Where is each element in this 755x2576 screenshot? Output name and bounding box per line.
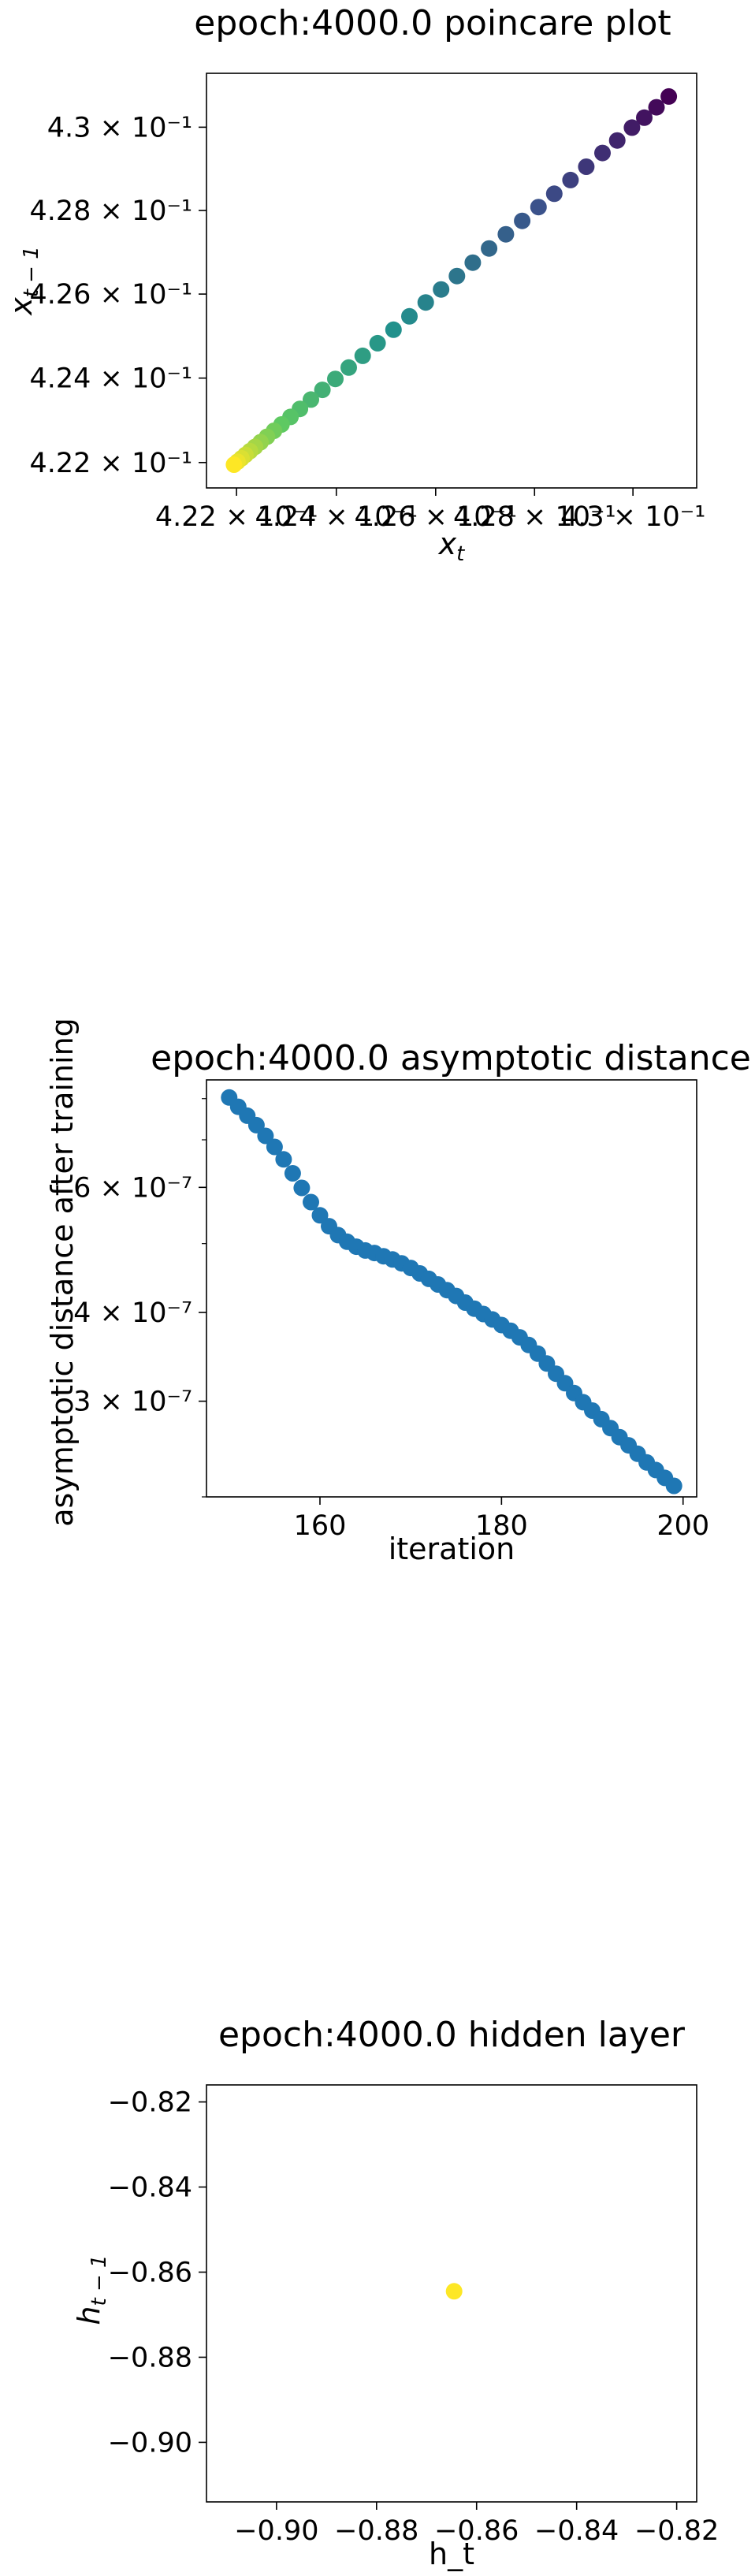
asymptotic-data-point [311, 1207, 329, 1224]
poincare-data-point [514, 212, 531, 229]
asymptotic-data-point [293, 1179, 311, 1197]
poincare-xtick-label: 4.22 × 10⁻¹ [155, 501, 318, 533]
asymptotic-xtick-label: 200 [656, 1510, 709, 1542]
poincare-data-point [369, 334, 386, 352]
poincare-data-point [497, 225, 515, 243]
poincare-data-point [448, 267, 466, 285]
asymptotic-ytick-label: 6 × 10⁻⁷ [73, 1172, 192, 1204]
hidden-layer-panel: epoch:4000.0 hidden layer −0.90 −0.88 −0.8… [72, 2015, 719, 2571]
poincare-ytick-label: 4.22 × 10⁻¹ [29, 448, 192, 479]
hidden-xtick-label: −0.90 [234, 2515, 318, 2547]
asymptotic-data-point [266, 1138, 283, 1156]
hidden-layer-axes-frame [206, 2084, 697, 2503]
poincare-data-point [481, 240, 498, 257]
hidden-data-point [445, 2283, 463, 2300]
poincare-data-point [385, 321, 402, 338]
asymptotic-distance-title: epoch:4000.0 asymptotic distance [151, 1038, 751, 1078]
asymptotic-ytick-label: 3 × 10⁻⁷ [73, 1387, 192, 1418]
poincare-ytick-label: 4.24 × 10⁻¹ [29, 363, 192, 395]
poincare-plot-panel: epoch:4000.0 poincare plot 4.22 × 10⁻¹4.… [4, 3, 705, 566]
poincare-data-point [545, 185, 563, 203]
poincare-data-point [578, 158, 595, 175]
poincare-data-point [464, 254, 482, 271]
asymptotic-distance-panel: epoch:4000.0 asymptotic distance 160 180 2… [45, 1018, 751, 1566]
poincare-data-point [648, 99, 665, 116]
asymptotic-ytick-label: 4 × 10⁻⁷ [73, 1297, 192, 1329]
hidden-layer-ylabel: ht − 1 [72, 2254, 111, 2325]
poincare-data-point [594, 144, 611, 162]
asymptotic-data-point [275, 1151, 292, 1168]
asymptotic-xtick-label: 180 [475, 1510, 528, 1542]
asymptotic-data-point [665, 1477, 682, 1495]
poincare-data-point [562, 171, 579, 188]
poincare-data-point [530, 199, 547, 216]
poincare-ytick-label: 4.26 × 10⁻¹ [29, 279, 192, 311]
hidden-ytick-label: −0.90 [108, 2427, 192, 2459]
hidden-xtick-label: −0.86 [434, 2515, 519, 2547]
poincare-data-point [660, 87, 678, 105]
poincare-ytick-label: 4.3 × 10⁻¹ [47, 112, 192, 143]
asymptotic-xtick-label: 160 [294, 1510, 347, 1542]
poincare-data-point [608, 132, 626, 149]
asymptotic-distance-ylabel: asymptotic distance after training [45, 1018, 80, 1527]
poincare-plot-title: epoch:4000.0 poincare plot [194, 3, 671, 43]
poincare-data-point [636, 109, 653, 126]
poincare-data-point [433, 281, 450, 298]
poincare-xtick-label: 4.26 × 10⁻¹ [355, 501, 518, 533]
hidden-ytick-label: −0.84 [108, 2172, 192, 2204]
poincare-data-point [225, 456, 243, 473]
asymptotic-data-point [284, 1165, 301, 1182]
hidden-layer-title: epoch:4000.0 hidden layer [218, 2015, 686, 2055]
hidden-ytick-label: −0.82 [108, 2087, 192, 2119]
poincare-plot-axes-frame [206, 73, 697, 489]
poincare-xtick-label: 4.24 × 10⁻¹ [255, 501, 418, 533]
poincare-data-point [354, 347, 371, 364]
hidden-ytick-label: −0.86 [108, 2258, 192, 2289]
poincare-data-point [327, 370, 344, 388]
hidden-xtick-label: −0.88 [334, 2515, 418, 2547]
poincare-ytick-label: 4.28 × 10⁻¹ [29, 195, 192, 227]
hidden-ytick-label: −0.88 [108, 2342, 192, 2373]
hidden-xtick-label: −0.82 [634, 2515, 719, 2547]
poincare-data-point [401, 307, 418, 325]
poincare-data-point [623, 119, 641, 136]
hidden-xtick-label: −0.84 [534, 2515, 619, 2547]
poincare-data-point [417, 294, 434, 311]
poincare-xtick-label: 4.3 × 10⁻¹ [560, 501, 705, 533]
asymptotic-data-point [257, 1127, 274, 1145]
poincare-data-point [340, 359, 357, 376]
poincare-xtick-label: 4.28 × 10⁻¹ [453, 501, 616, 533]
asymptotic-distance-xlabel: iteration [389, 1532, 515, 1566]
asymptotic-distance-axes-frame [206, 1079, 697, 1498]
poincare-plot-ylabel: xt − 1 [4, 246, 43, 316]
poincare-data-point [303, 391, 319, 408]
hidden-layer-xlabel: h_t [429, 2537, 474, 2571]
poincare-data-point [314, 382, 331, 399]
asymptotic-data-point [303, 1193, 319, 1211]
